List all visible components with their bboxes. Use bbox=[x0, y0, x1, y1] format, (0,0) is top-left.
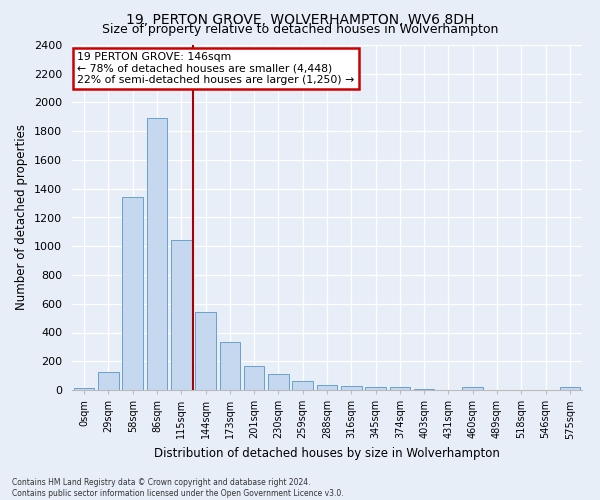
Y-axis label: Number of detached properties: Number of detached properties bbox=[16, 124, 28, 310]
Bar bbox=[560, 388, 580, 390]
X-axis label: Distribution of detached houses by size in Wolverhampton: Distribution of detached houses by size … bbox=[154, 447, 500, 460]
Bar bbox=[292, 382, 313, 390]
Bar bbox=[220, 342, 240, 390]
Bar bbox=[414, 388, 434, 390]
Bar bbox=[98, 372, 119, 390]
Bar bbox=[268, 374, 289, 390]
Bar bbox=[341, 386, 362, 390]
Text: 19, PERTON GROVE, WOLVERHAMPTON, WV6 8DH: 19, PERTON GROVE, WOLVERHAMPTON, WV6 8DH bbox=[126, 12, 474, 26]
Text: 19 PERTON GROVE: 146sqm
← 78% of detached houses are smaller (4,448)
22% of semi: 19 PERTON GROVE: 146sqm ← 78% of detache… bbox=[77, 52, 355, 85]
Bar bbox=[463, 388, 483, 390]
Bar bbox=[317, 384, 337, 390]
Bar bbox=[171, 240, 191, 390]
Bar bbox=[74, 388, 94, 390]
Text: Size of property relative to detached houses in Wolverhampton: Size of property relative to detached ho… bbox=[102, 22, 498, 36]
Bar bbox=[389, 388, 410, 390]
Text: Contains HM Land Registry data © Crown copyright and database right 2024.
Contai: Contains HM Land Registry data © Crown c… bbox=[12, 478, 344, 498]
Bar bbox=[365, 387, 386, 390]
Bar bbox=[146, 118, 167, 390]
Bar bbox=[195, 312, 216, 390]
Bar bbox=[122, 198, 143, 390]
Bar bbox=[244, 366, 265, 390]
